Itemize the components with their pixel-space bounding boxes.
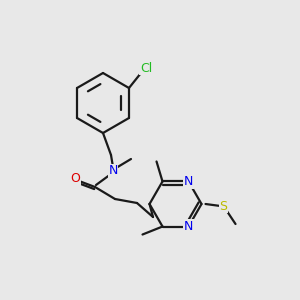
Text: N: N	[184, 175, 193, 188]
Text: N: N	[108, 164, 118, 178]
Text: O: O	[70, 172, 80, 185]
Text: N: N	[184, 220, 193, 233]
Text: S: S	[220, 200, 227, 212]
Text: Cl: Cl	[140, 61, 152, 74]
